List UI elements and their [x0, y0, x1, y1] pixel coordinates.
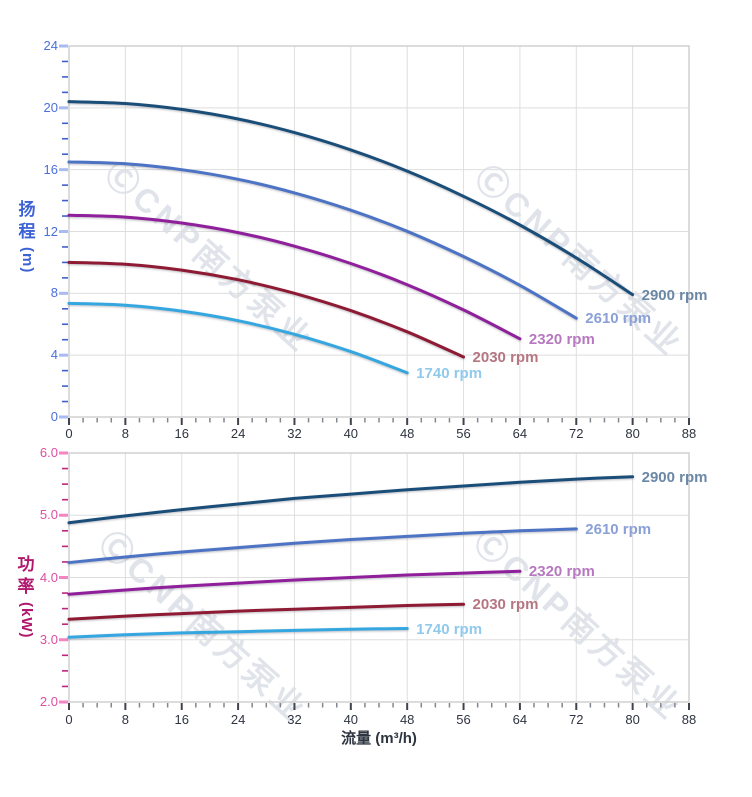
- head-axis-title-text: 扬程: [18, 200, 36, 241]
- head-x-tick-label: 16: [174, 426, 189, 441]
- power-series-label-2900-rpm: 2900 rpm: [641, 468, 708, 486]
- head-y-tick-label: 20: [43, 99, 58, 115]
- power-x-tick-label: 32: [287, 712, 302, 727]
- power-x-tick-label: 72: [569, 712, 584, 727]
- power-series-label-2320-rpm: 2320 rpm: [528, 563, 595, 581]
- power-plot-border: [68, 452, 690, 703]
- head-x-tick-label: 24: [230, 426, 246, 441]
- power-series-label-1740-rpm: 1740 rpm: [416, 620, 483, 638]
- head-curve-1740-rpm: [67, 301, 409, 375]
- power-curve-2900-rpm: [67, 475, 635, 525]
- head-axis-title-unit: (m): [19, 247, 36, 274]
- power-x-tick-label: 24: [230, 712, 246, 727]
- power-curve-2610-rpm: [67, 527, 578, 565]
- power-y-tick-label: 6.0: [39, 445, 58, 460]
- head-y-tick-label: 12: [43, 223, 58, 239]
- power-x-tick-label: 8: [121, 712, 129, 727]
- power-x-tick-label: 56: [456, 712, 471, 727]
- power-y-tick-label: 2.0: [39, 694, 58, 709]
- head-plot-border: [68, 45, 690, 418]
- power-x-tick-label: 40: [343, 712, 359, 727]
- head-series-label-2030-rpm: 2030 rpm: [472, 349, 539, 367]
- head-x-tick-label: 80: [625, 426, 640, 441]
- head-x-tick-label: 56: [456, 426, 471, 441]
- head-x-tick-label: 40: [343, 426, 359, 441]
- head-x-tick-label: 32: [287, 426, 302, 441]
- head-x-tick-label: 88: [681, 426, 697, 441]
- head-x-tick-label: 8: [121, 426, 129, 441]
- head-curve-2320-rpm: [67, 213, 522, 341]
- power-x-tick-label: 88: [681, 712, 697, 727]
- power-x-tick-label: 16: [174, 712, 189, 727]
- power-y-tick-label: 4.0: [39, 569, 58, 585]
- head-x-tick-label: 48: [399, 426, 415, 441]
- head-y-tick-label: 0: [50, 409, 58, 424]
- power-y-tick-label: 5.0: [39, 507, 58, 523]
- head-x-tick-label: 0: [65, 426, 73, 441]
- power-curve-2320-rpm: [67, 569, 522, 596]
- power-x-tick-label: 48: [399, 712, 415, 727]
- power-curve-2030-rpm: [67, 602, 465, 621]
- power-x-tick-label: 64: [512, 712, 528, 727]
- head-series-label-1740-rpm: 1740 rpm: [416, 364, 483, 382]
- head-curve-2900-rpm: [67, 100, 635, 297]
- power-curve-1740-rpm: [67, 627, 409, 639]
- head-x-tick-label: 64: [512, 426, 528, 441]
- head-x-tick-label: 72: [569, 426, 584, 441]
- head-curve-2030-rpm: [67, 260, 465, 359]
- head-y-tick-label: 8: [50, 285, 58, 301]
- head-series-label-2900-rpm: 2900 rpm: [641, 286, 708, 304]
- head-series-label-2320-rpm: 2320 rpm: [528, 330, 595, 348]
- power-axis-title-text: 功率: [17, 555, 35, 596]
- power-series-label-2610-rpm: 2610 rpm: [585, 520, 652, 538]
- head-y-tick-label: 16: [43, 161, 58, 177]
- power-axis-title: 功率 (kW): [15, 554, 37, 639]
- head-series-label-2610-rpm: 2610 rpm: [585, 310, 652, 328]
- power-series-label-2030-rpm: 2030 rpm: [472, 596, 539, 614]
- power-y-tick-label: 3.0: [39, 631, 58, 647]
- power-x-tick-label: 80: [625, 712, 640, 727]
- power-axis-title-unit: (kW): [18, 602, 35, 639]
- head-y-tick-label: 24: [43, 38, 58, 53]
- x-axis-title: 流量 (m³/h): [341, 730, 417, 747]
- head-curve-2610-rpm: [67, 160, 578, 320]
- head-y-tick-label: 4: [50, 347, 58, 363]
- head-axis-title: 扬程 (m): [16, 199, 38, 273]
- power-x-tick-label: 0: [65, 712, 73, 727]
